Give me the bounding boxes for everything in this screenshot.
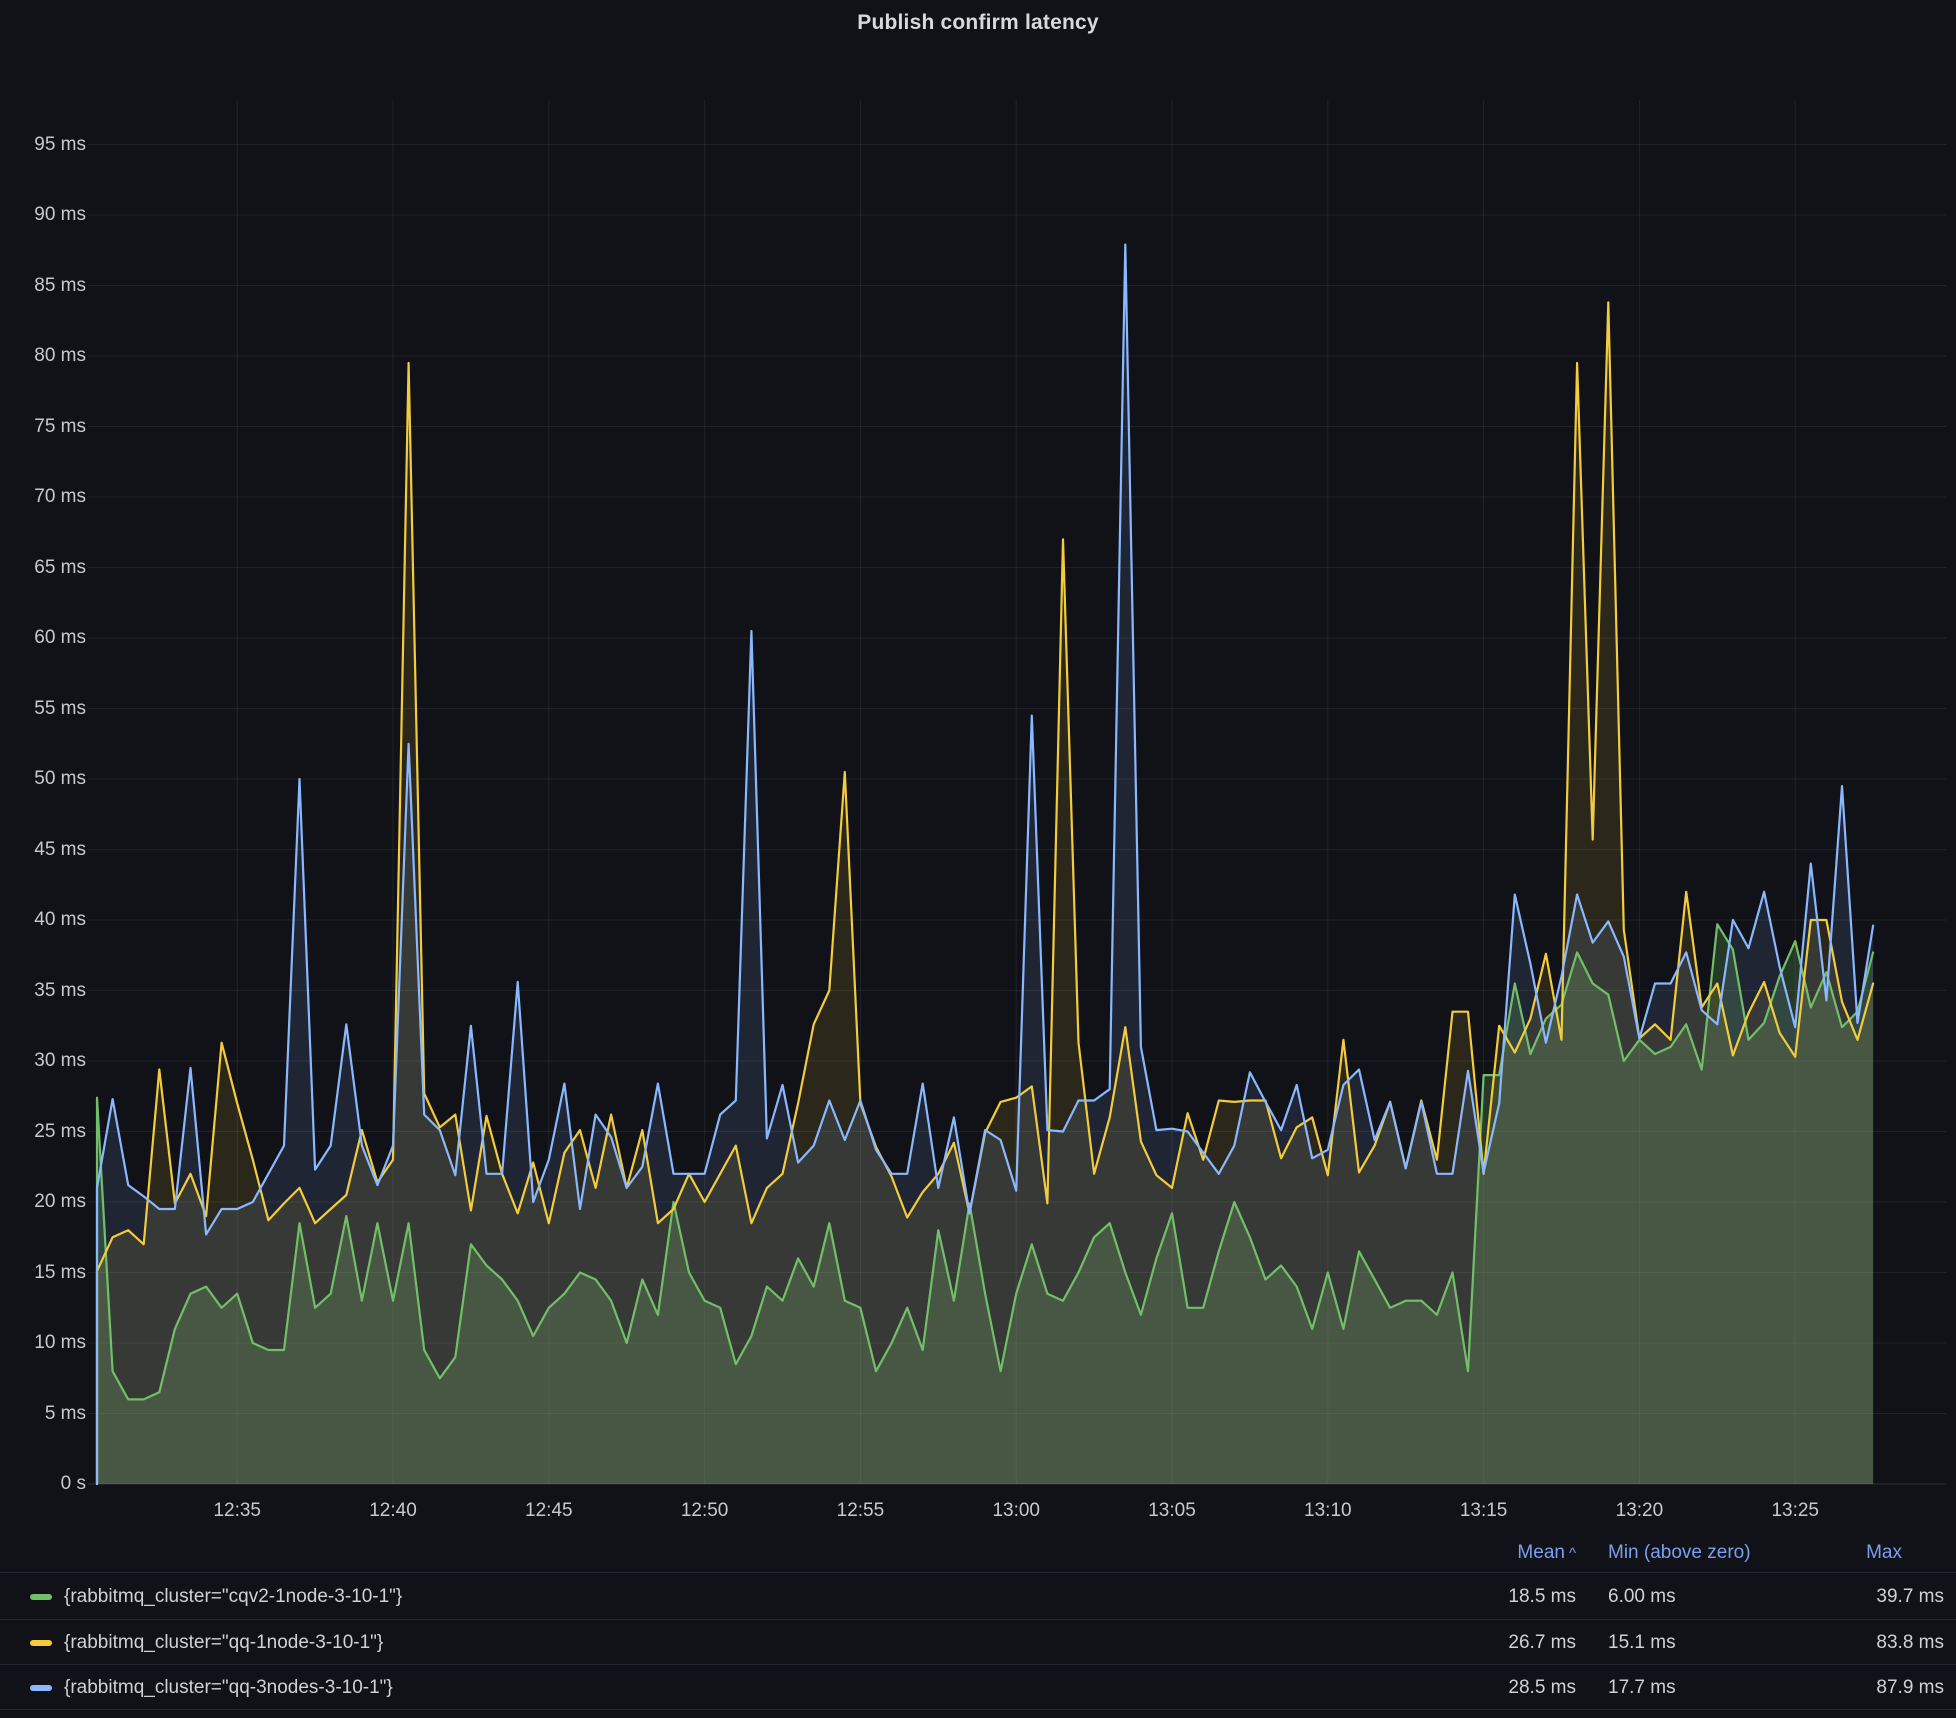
legend-header-max[interactable]: Max: [1866, 1542, 1902, 1563]
legend-divider: [0, 1619, 1956, 1620]
series-min-value: 6.00 ms: [1608, 1586, 1676, 1607]
series-fill: [97, 924, 1874, 1484]
chart-canvas[interactable]: [0, 0, 1956, 1530]
y-tick-label: 40 ms: [34, 909, 86, 930]
y-tick-label: 35 ms: [34, 979, 86, 1001]
series-swatch-green: [30, 1594, 52, 1600]
y-tick-label: 25 ms: [34, 1120, 86, 1142]
series-label: {rabbitmq_cluster="qq-1node-3-10-1"}: [64, 1632, 384, 1653]
latency-chart[interactable]: 0 s 5 ms 10 ms 15 ms 20 ms 25 ms 30 ms 35 ms 40 …: [0, 0, 1956, 1530]
series-max-value: 39.7 ms: [1876, 1586, 1944, 1607]
y-tick-label: 65 ms: [34, 556, 86, 578]
legend-divider: [0, 1709, 1956, 1710]
series-label: {rabbitmq_cluster="qq-3nodes-3-10-1"}: [64, 1677, 393, 1698]
series-max-value: 87.9 ms: [1876, 1677, 1944, 1698]
legend-row-cqv2-1node[interactable]: {rabbitmq_cluster="cqv2-1node-3-10-1"} 1…: [0, 1574, 1956, 1619]
panel-title[interactable]: Publish confirm latency: [857, 11, 1099, 34]
x-tick-label: 13:15: [1459, 1500, 1508, 1521]
series-min-value: 17.7 ms: [1608, 1677, 1676, 1698]
series-mean-value: 26.7 ms: [1508, 1632, 1576, 1653]
legend-divider: [0, 1572, 1956, 1573]
series-line: [95, 923, 1875, 1486]
legend-divider: [0, 1664, 1956, 1665]
y-tick-label: 75 ms: [34, 415, 86, 437]
x-tick-label: 13:10: [1304, 1500, 1352, 1521]
series-label: {rabbitmq_cluster="cqv2-1node-3-10-1"}: [64, 1586, 403, 1607]
x-tick-label: 12:35: [213, 1500, 261, 1521]
series-min-value: 15.1 ms: [1608, 1632, 1676, 1653]
x-tick-label: 12:40: [369, 1500, 417, 1521]
x-tick-label: 13:00: [992, 1500, 1040, 1521]
legend-sort-mean[interactable]: Mean ^: [1517, 1542, 1576, 1563]
legend-row-qq-1node[interactable]: {rabbitmq_cluster="qq-1node-3-10-1"} 26.…: [0, 1620, 1956, 1665]
legend-row-qq-3nodes[interactable]: {rabbitmq_cluster="qq-3nodes-3-10-1"} 28…: [0, 1665, 1956, 1710]
y-tick-label: 20 ms: [34, 1191, 86, 1212]
y-tick-label: 50 ms: [34, 768, 86, 789]
y-tick-label: 5 ms: [44, 1402, 86, 1424]
x-tick-label: 13:25: [1771, 1500, 1819, 1521]
series-swatch-yellow: [30, 1640, 52, 1646]
x-tick-label: 12:45: [525, 1500, 573, 1521]
y-tick-label: 60 ms: [34, 627, 86, 648]
y-tick-label: 15 ms: [34, 1261, 86, 1283]
series-max-value: 83.8 ms: [1876, 1632, 1944, 1653]
series-fill: [97, 244, 1874, 1485]
y-tick-label: 0 s: [60, 1473, 86, 1494]
sort-caret-icon: ^: [1568, 1545, 1576, 1562]
y-tick-label: 70 ms: [34, 486, 86, 507]
series-mean-value: 18.5 ms: [1508, 1586, 1576, 1607]
x-tick-label: 12:50: [680, 1500, 729, 1521]
series-fill: [97, 302, 1874, 1484]
y-tick-label: 80 ms: [34, 345, 86, 366]
legend-header: Mean ^ Min (above zero) Max: [0, 1534, 1956, 1572]
x-tick-label: 13:20: [1615, 1500, 1664, 1521]
series-mean-value: 28.5 ms: [1508, 1677, 1576, 1698]
x-tick-label: 12:55: [836, 1500, 885, 1521]
legend-header-min[interactable]: Min (above zero): [1608, 1542, 1751, 1563]
y-tick-label: 85 ms: [34, 274, 86, 296]
y-tick-label: 55 ms: [34, 697, 86, 719]
series-swatch-blue: [30, 1685, 52, 1691]
y-tick-label: 45 ms: [34, 838, 86, 860]
y-tick-label: 10 ms: [34, 1332, 86, 1353]
y-tick-label: 90 ms: [34, 204, 86, 225]
y-tick-label: 30 ms: [34, 1050, 86, 1071]
x-tick-label: 13:05: [1148, 1500, 1196, 1521]
series-line: [95, 243, 1875, 1486]
y-tick-label: 95 ms: [34, 133, 86, 155]
